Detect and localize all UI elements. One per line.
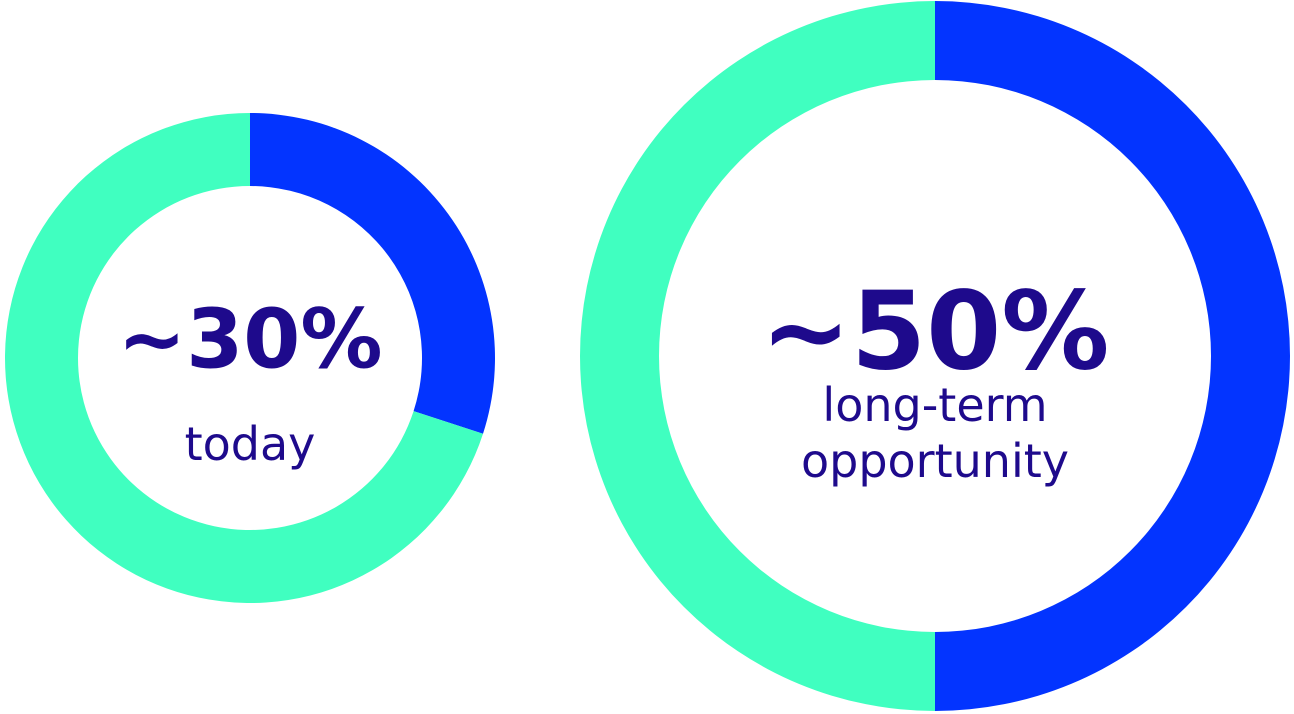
donut-caption-line: long-term	[822, 378, 1047, 432]
donut-value-label: ~50%	[761, 270, 1110, 395]
donut-caption-line: today	[185, 417, 316, 471]
donut-caption-line: opportunity	[801, 434, 1069, 488]
donut-slice-share	[935, 1, 1290, 711]
donut-slice-rest	[580, 1, 935, 711]
donut-chart-1: ~30% today	[4, 113, 496, 604]
donut-value-label: ~30%	[118, 293, 383, 388]
donut-slice-rest	[4, 113, 484, 604]
donut-slice-share	[250, 113, 496, 434]
